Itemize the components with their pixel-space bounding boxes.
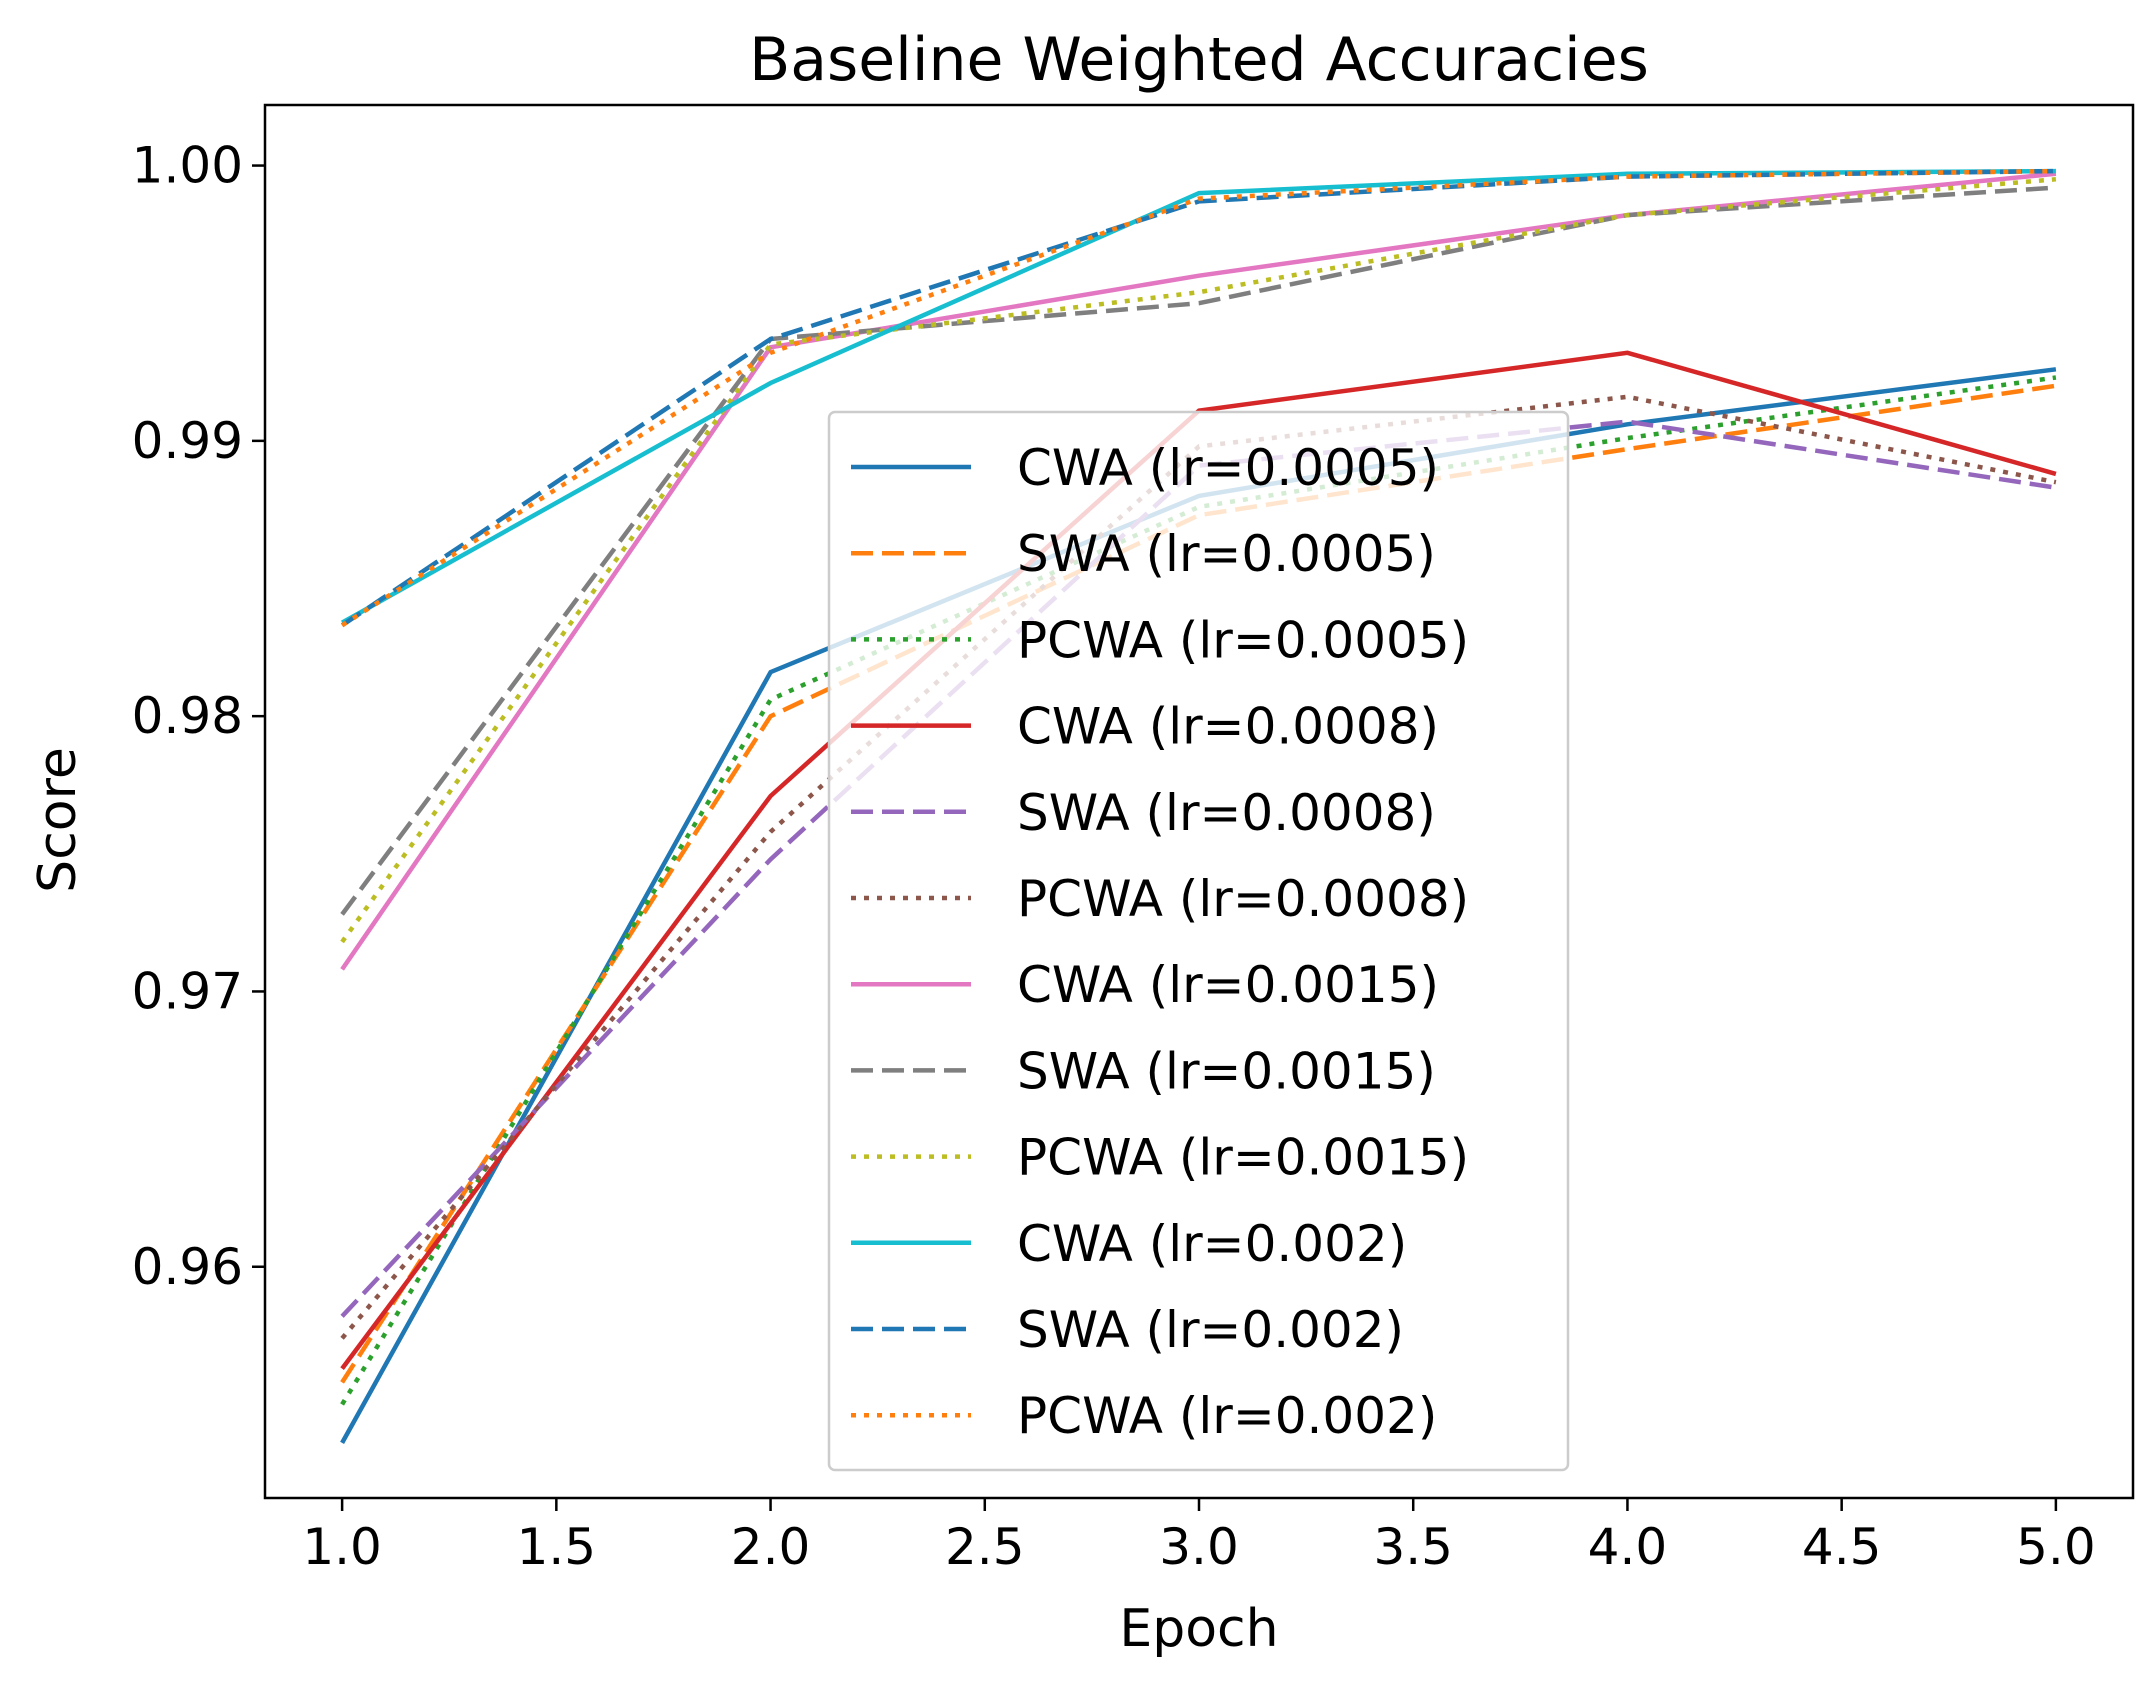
x-tick-label-1: 1.5 xyxy=(517,1518,597,1576)
y-tick-label-2: 0.98 xyxy=(132,687,243,745)
series-line-7 xyxy=(340,185,2057,916)
legend: CWA (lr=0.0005) SWA (lr=0.0005) PCWA (lr=0… xyxy=(827,410,1570,1472)
series-line-11 xyxy=(340,168,2056,628)
legend-label-10: SWA (lr=0.002) xyxy=(1017,1301,1404,1359)
legend-label-2: PCWA (lr=0.0005) xyxy=(1017,611,1469,669)
series-line-2 xyxy=(340,375,2057,1406)
series-layer xyxy=(340,168,2057,1444)
x-tick-label-5: 3.5 xyxy=(1373,1518,1453,1576)
legend-label-7: SWA (lr=0.0015) xyxy=(1017,1042,1436,1100)
legend-label-0: CWA (lr=0.0005) xyxy=(1017,439,1439,497)
x-tick-label-0: 1.0 xyxy=(302,1518,382,1576)
x-axis-label: Epoch xyxy=(1119,1599,1278,1659)
y-tick-label-0: 0.96 xyxy=(132,1238,243,1296)
y-tick-label-4: 1.00 xyxy=(132,137,243,195)
legend-label-1: SWA (lr=0.0005) xyxy=(1017,525,1436,583)
x-tick-label-8: 5.0 xyxy=(2016,1518,2096,1576)
y-tick-label-1: 0.97 xyxy=(132,962,243,1020)
axes-layer: 1.0 1.5 2.0 2.5 3.0 3.5 4.0 4.5 5.0 0.96 0.97 0.98 0… xyxy=(132,103,2135,1576)
y-axis-label: Score xyxy=(28,747,88,893)
legend-label-8: PCWA (lr=0.0015) xyxy=(1017,1129,1469,1187)
legend-box xyxy=(827,410,1570,1472)
series-line-8 xyxy=(340,177,2057,944)
legend-label-6: CWA (lr=0.0015) xyxy=(1017,956,1439,1014)
x-tick-label-2: 2.0 xyxy=(731,1518,811,1576)
legend-label-11: PCWA (lr=0.002) xyxy=(1017,1387,1437,1445)
legend-label-4: SWA (lr=0.0008) xyxy=(1017,784,1436,842)
x-tick-label-6: 4.0 xyxy=(1588,1518,1668,1576)
series-line-3 xyxy=(340,350,2057,1370)
legend-label-3: CWA (lr=0.0008) xyxy=(1017,698,1439,756)
series-line-4 xyxy=(340,419,2057,1318)
legend-label-9: CWA (lr=0.002) xyxy=(1017,1215,1407,1273)
x-tick-label-7: 4.5 xyxy=(1802,1518,1882,1576)
chart-title: Baseline Weighted Accuracies xyxy=(749,25,1649,95)
legend-label-5: PCWA (lr=0.0008) xyxy=(1017,870,1469,928)
x-tick-label-4: 3.0 xyxy=(1159,1518,1239,1576)
x-tick-label-3: 2.5 xyxy=(945,1518,1025,1576)
y-tick-label-3: 0.99 xyxy=(132,412,243,470)
